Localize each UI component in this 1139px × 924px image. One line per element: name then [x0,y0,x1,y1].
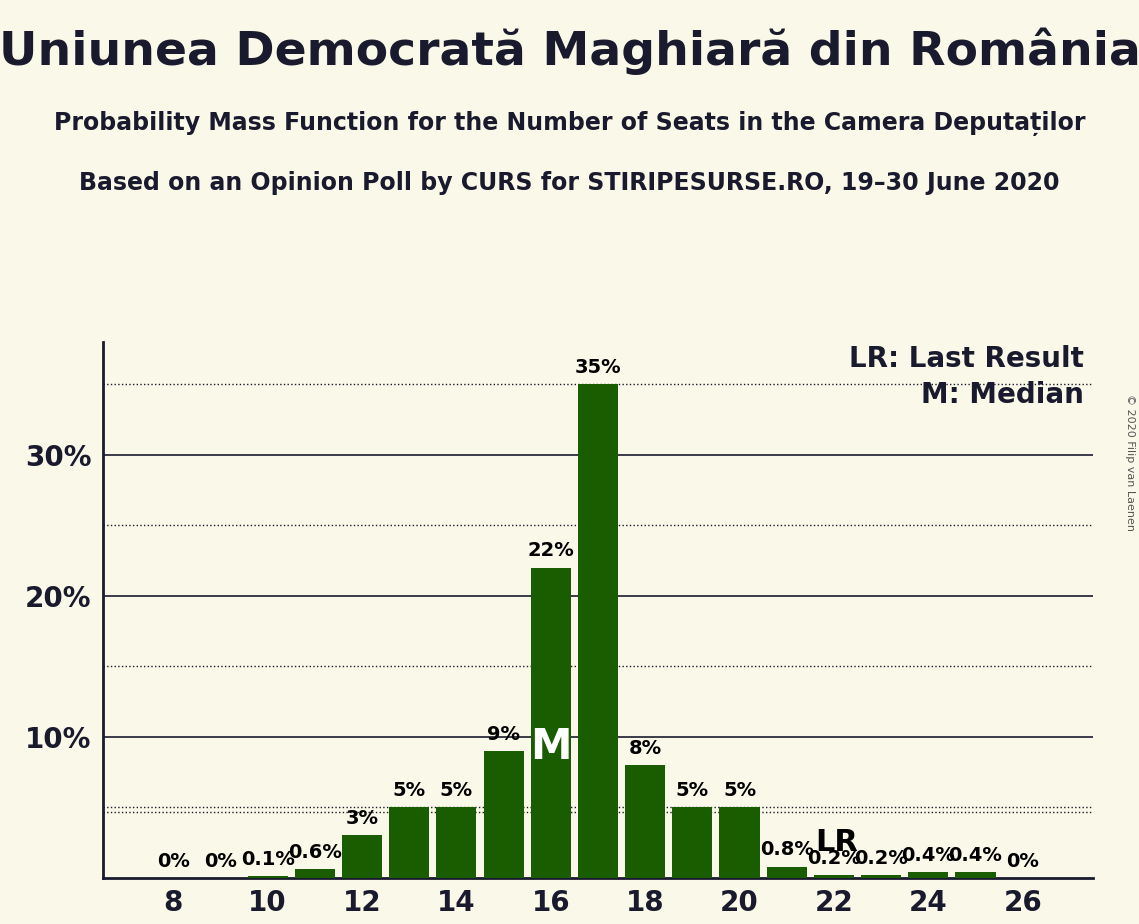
Bar [720,808,760,878]
Bar [861,875,901,878]
Text: 0.6%: 0.6% [288,844,342,862]
Text: 5%: 5% [723,781,756,800]
Text: 0.2%: 0.2% [854,849,908,868]
Text: 5%: 5% [675,781,708,800]
Text: 5%: 5% [393,781,426,800]
Bar [531,567,571,878]
Text: LR: Last Result: LR: Last Result [850,345,1084,372]
Bar [390,808,429,878]
Text: Probability Mass Function for the Number of Seats in the Camera Deputaților: Probability Mass Function for the Number… [54,111,1085,136]
Bar [247,876,288,878]
Text: Based on an Opinion Poll by CURS for STIRIPESURSE.RO, 19–30 June 2020: Based on an Opinion Poll by CURS for STI… [80,171,1059,195]
Text: 0%: 0% [157,852,190,870]
Text: 0%: 0% [204,852,237,870]
Text: 9%: 9% [487,724,521,744]
Text: 3%: 3% [345,809,378,829]
Bar [295,869,335,878]
Bar [436,808,476,878]
Text: 0.8%: 0.8% [760,841,813,859]
Text: 0.1%: 0.1% [240,850,295,869]
Bar [956,872,995,878]
Bar [484,751,524,878]
Text: 35%: 35% [575,359,621,377]
Text: 0.2%: 0.2% [806,849,861,868]
Bar [908,872,949,878]
Text: 8%: 8% [629,739,662,758]
Bar [672,808,712,878]
Text: 0.4%: 0.4% [901,846,956,865]
Text: M: M [530,726,572,769]
Bar [625,765,665,878]
Bar [577,384,618,878]
Text: 0%: 0% [1006,852,1039,870]
Text: Uniunea Democrată Maghiară din România: Uniunea Democrată Maghiară din România [0,28,1139,75]
Text: 22%: 22% [527,541,574,561]
Text: LR: LR [816,828,858,857]
Text: M: Median: M: Median [921,382,1084,409]
Text: 0.4%: 0.4% [949,846,1002,865]
Bar [342,835,382,878]
Bar [767,867,806,878]
Bar [814,875,854,878]
Text: 5%: 5% [440,781,473,800]
Text: © 2020 Filip van Laenen: © 2020 Filip van Laenen [1125,394,1134,530]
